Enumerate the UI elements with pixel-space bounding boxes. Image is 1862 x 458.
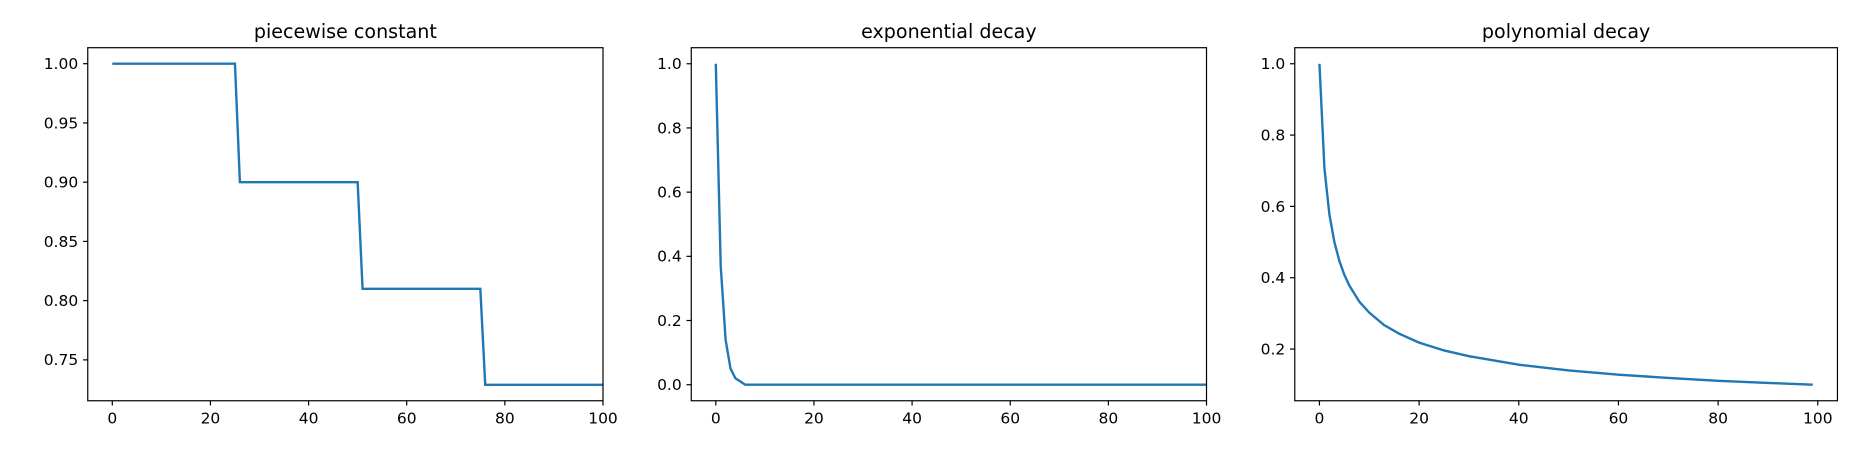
x-tick-label: 100 [588, 409, 618, 427]
y-tick-label: 0.4 [657, 248, 682, 266]
y-tick-label: 0.90 [44, 174, 79, 192]
x-tick-label: 0 [1315, 409, 1325, 427]
y-tick-label: 0.95 [44, 114, 79, 132]
x-tick-label: 20 [1409, 409, 1429, 427]
subplot: polynomial decay 0.2 0.4 0.6 0.8 1.0 0 20 40 60 80… [1261, 21, 1839, 427]
x-tick-label: 40 [299, 409, 319, 427]
x-tick-label: 80 [495, 409, 515, 427]
x-tick-label: 0 [711, 409, 721, 427]
chart-title: piecewise constant [254, 21, 437, 43]
axes-frame [87, 47, 604, 402]
axes-frame [1294, 47, 1839, 402]
chart-title: exponential decay [861, 21, 1037, 43]
line [1318, 63, 1813, 386]
subplot: exponential decay 0.0 0.2 0.4 0.6 0.8 1.0 0 20 40… [657, 21, 1221, 427]
y-tick-label: 1.00 [44, 55, 79, 73]
y-tick-label: 0.4 [1261, 269, 1286, 287]
y-tick-label: 0.2 [1261, 340, 1286, 358]
x-tick-label: 40 [902, 409, 922, 427]
x-tick-label: 40 [1509, 409, 1529, 427]
x-tick-label: 20 [804, 409, 824, 427]
y-tick-label: 0.8 [657, 119, 682, 137]
y-tick-label: 0.8 [1261, 126, 1286, 144]
y-tick-label: 0.6 [657, 184, 682, 202]
line [714, 63, 1207, 386]
x-tick-label: 100 [1803, 409, 1833, 427]
y-tick-label: 0.85 [44, 233, 79, 251]
y-tick-label: 0.80 [44, 292, 79, 310]
y-tick-label: 0.6 [1261, 198, 1286, 216]
subplot: piecewise constant 0.75 0.80 0.85 0.90 0.95 1.… [44, 21, 618, 427]
x-tick-label: 80 [1708, 409, 1728, 427]
x-tick-label: 100 [1192, 409, 1222, 427]
y-tick-label: 1.0 [1261, 55, 1286, 73]
line [112, 62, 604, 386]
y-tick-label: 0.75 [44, 351, 79, 369]
x-tick-label: 60 [1609, 409, 1629, 427]
x-tick-label: 20 [201, 409, 221, 427]
y-tick-label: 0.0 [657, 376, 682, 394]
x-tick-label: 60 [1000, 409, 1020, 427]
axes-frame [690, 47, 1208, 402]
x-tick-label: 0 [107, 409, 117, 427]
chart-title: polynomial decay [1482, 21, 1650, 43]
x-tick-label: 80 [1099, 409, 1119, 427]
x-tick-label: 60 [397, 409, 417, 427]
y-tick-label: 1.0 [657, 55, 682, 73]
y-tick-label: 0.2 [657, 312, 682, 330]
